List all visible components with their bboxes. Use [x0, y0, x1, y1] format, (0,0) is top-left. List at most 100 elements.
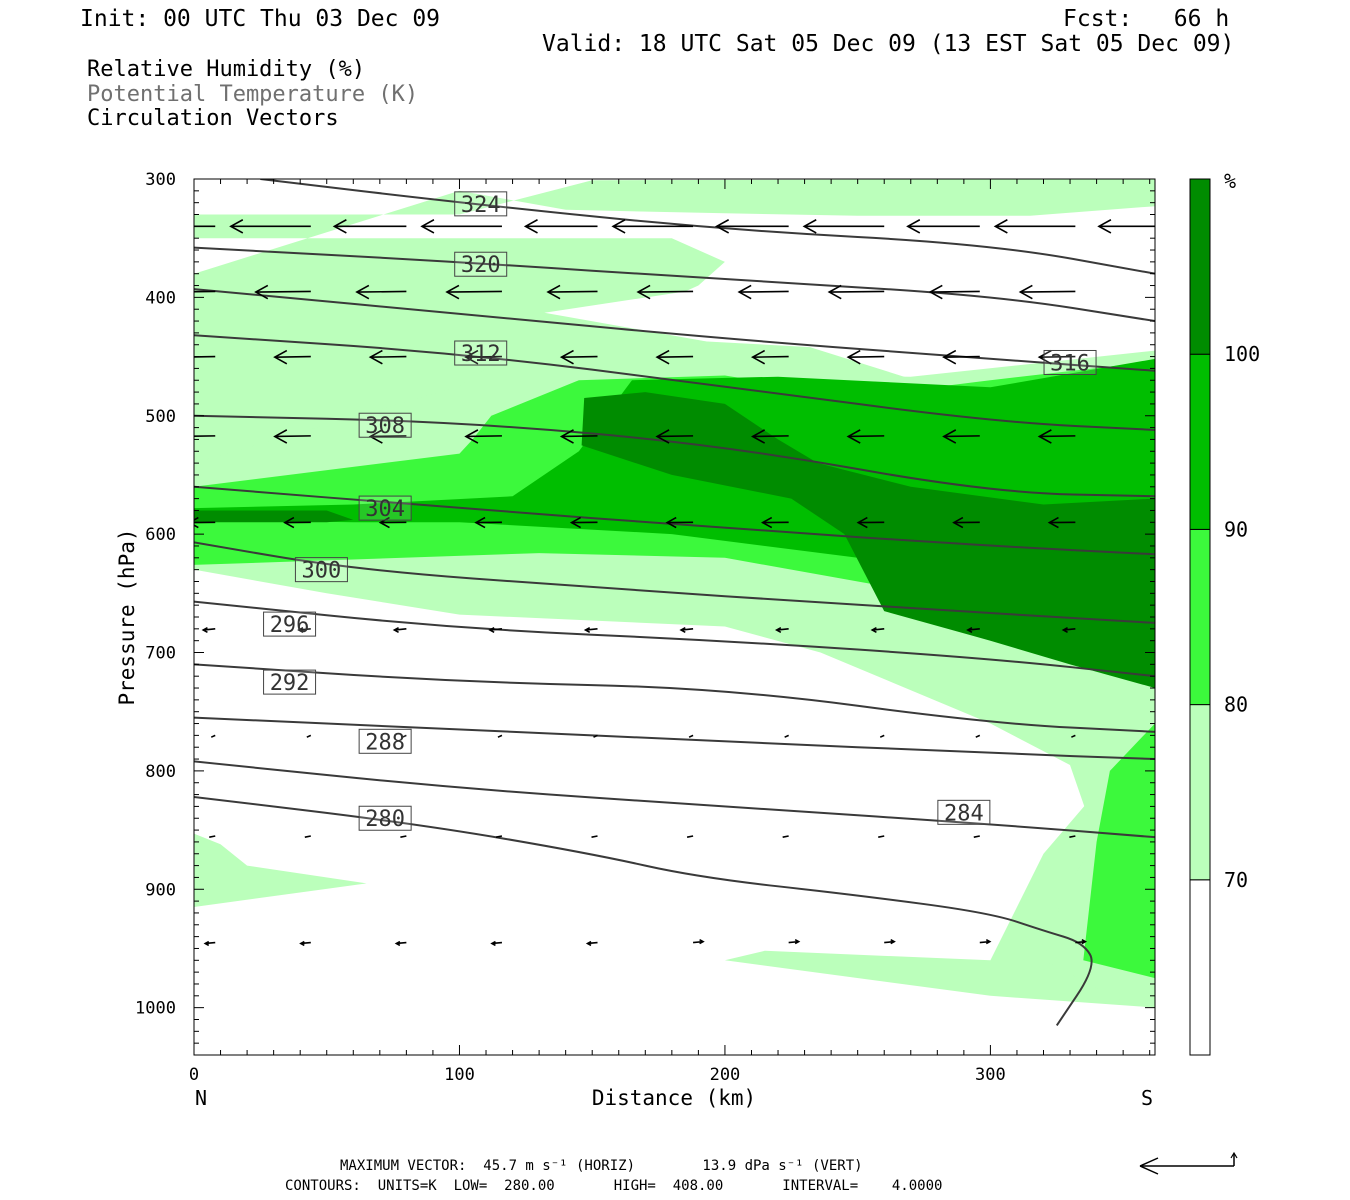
vector-shaft — [356, 290, 407, 293]
x-tick-label: 300 — [975, 1065, 1006, 1085]
vector-shaft — [878, 835, 885, 838]
circulation-vectors — [179, 219, 1155, 947]
circulation-vector — [686, 835, 694, 838]
vector-shaft — [495, 835, 503, 838]
circulation-vector — [194, 516, 216, 529]
circulation-vector — [942, 429, 980, 444]
vector-head — [699, 939, 705, 945]
theta-label-box-296 — [263, 611, 317, 637]
circulation-vector — [488, 627, 503, 634]
theta-contour-284 — [194, 760, 1155, 839]
circulation-vector — [1061, 627, 1076, 634]
vector-head — [846, 349, 861, 365]
vector-shaft — [973, 835, 980, 838]
vector-head — [420, 219, 435, 234]
vector-head — [392, 627, 399, 634]
circulation-vector — [688, 734, 694, 738]
y-tick-label: 300 — [145, 170, 176, 190]
vector-head — [445, 284, 460, 300]
theta-contour-308 — [194, 414, 1155, 498]
theta-label-292: 292 — [270, 671, 310, 696]
vector-head — [559, 349, 574, 365]
vector-shaft — [255, 290, 311, 293]
x-end-label-south: S — [1141, 1086, 1153, 1110]
theta-label-300: 300 — [302, 559, 342, 584]
circulation-vector — [878, 835, 885, 838]
vector-head — [559, 429, 574, 444]
circulation-vector — [210, 734, 216, 738]
vector-shaft — [879, 734, 885, 738]
circulation-vector — [306, 734, 312, 738]
vector-shaft — [739, 290, 789, 293]
vector-head — [546, 284, 561, 300]
circulation-vector — [1069, 835, 1076, 838]
theta-label-316: 316 — [1050, 351, 1090, 376]
legend-rh: Relative Humidity (%) — [87, 57, 366, 82]
circulation-vector — [209, 835, 216, 838]
circulation-vector — [1071, 734, 1076, 738]
colorbar-segment — [1189, 178, 1211, 355]
theta-contour-324 — [260, 179, 1155, 275]
theta-label-box-280 — [358, 805, 412, 831]
vector-shaft — [829, 290, 885, 293]
theta-label-284: 284 — [944, 801, 984, 826]
theta-contour-300 — [194, 541, 1155, 624]
vector-head — [794, 939, 801, 945]
theta-label-box-324 — [454, 191, 508, 217]
vector-shaft — [591, 835, 598, 838]
vector-head — [1081, 939, 1088, 945]
circulation-vector — [283, 516, 311, 529]
circulation-vector — [273, 429, 311, 444]
theta-label-324: 324 — [461, 193, 501, 218]
circulation-vector — [714, 219, 789, 234]
vector-head — [194, 516, 199, 529]
vector-head — [846, 429, 861, 444]
circulation-vector — [201, 627, 216, 634]
theta-contour-312 — [194, 334, 1155, 431]
theta-label-box-300 — [294, 557, 348, 583]
vector-head — [714, 219, 730, 234]
y-tick-label: 1000 — [135, 999, 176, 1019]
circulation-vector — [546, 284, 598, 300]
circulation-vector — [993, 219, 1076, 234]
circulation-vector — [445, 284, 502, 300]
colorbar: 70 80 90 100 — [1189, 178, 1260, 1056]
circulation-vector — [788, 939, 801, 945]
vector-head — [993, 219, 1008, 234]
circulation-vector — [583, 627, 598, 634]
vector-head — [774, 627, 782, 634]
circulation-vector — [495, 835, 503, 838]
y-tick-label: 500 — [145, 407, 176, 427]
rh-region-70-80-2 — [194, 833, 367, 907]
circulation-vector — [846, 429, 885, 444]
vector-shaft — [465, 435, 502, 438]
circulation-vector — [760, 516, 789, 529]
vector-head — [750, 429, 766, 444]
theta-label-box-308 — [358, 412, 412, 438]
theta-label-280: 280 — [365, 807, 405, 832]
colorbar-level-label: 80 — [1224, 693, 1248, 717]
vector-head — [203, 940, 210, 947]
vector-shaft — [1020, 290, 1076, 293]
vector-head — [254, 284, 269, 300]
y-axis-title: Pressure (hPa) — [115, 528, 139, 705]
vector-head — [583, 627, 591, 634]
circulation-vector — [464, 349, 502, 365]
rh-shading — [194, 179, 1155, 1008]
x-axis-title: Distance (km) — [592, 1086, 756, 1110]
x-tick-label: 200 — [710, 1065, 741, 1085]
colorbar-segment — [1189, 704, 1211, 881]
y-tick-label: 400 — [145, 288, 176, 308]
circulation-vector — [179, 430, 216, 443]
vector-shaft — [688, 734, 694, 738]
circulation-vector — [1018, 284, 1076, 300]
circulation-vector — [1075, 939, 1088, 945]
colorbar-segment — [1189, 353, 1211, 530]
vector-head — [378, 516, 390, 529]
vector-head — [179, 430, 191, 443]
vector-shaft — [402, 734, 407, 738]
contour-labels: 324 320 316 312 308 304 300 296 292 288 284 280 — [263, 191, 1097, 832]
vector-head — [1037, 429, 1052, 444]
theta-label-box-312 — [454, 340, 508, 366]
vector-head — [737, 284, 752, 300]
